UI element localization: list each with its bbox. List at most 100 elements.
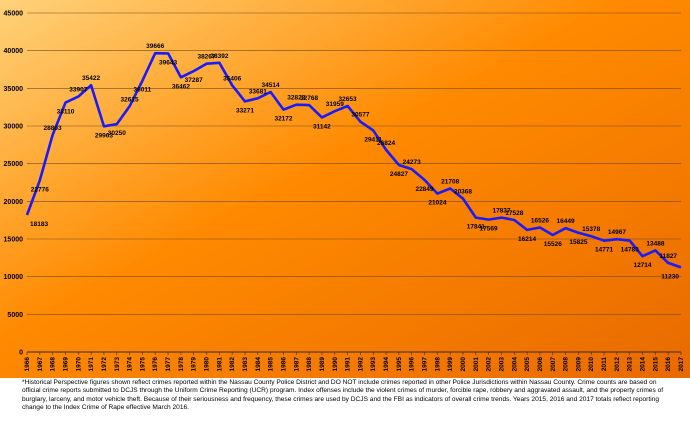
data-label: 33681 — [249, 88, 267, 95]
x-tick-label: 2005 — [524, 357, 531, 372]
data-labels: 18183 22776 28803 33110 33907 35422 2996330250… — [30, 43, 679, 280]
x-tick-label: 1976 — [152, 357, 159, 372]
data-label: 39643 — [159, 59, 177, 66]
y-tick-label: 0 — [19, 350, 23, 357]
x-tick-label: 1996 — [409, 357, 416, 372]
data-label: 35422 — [82, 75, 100, 82]
data-label: 15378 — [582, 226, 600, 233]
data-label: 24273 — [403, 159, 421, 166]
y-tick-label: 5000 — [7, 312, 23, 319]
x-tick-label: 1985 — [268, 357, 275, 372]
x-tick-label: 1968 — [50, 357, 57, 372]
x-tick-label: 1981 — [216, 357, 223, 372]
data-label: 17528 — [505, 210, 523, 217]
x-tick-label: 1978 — [178, 357, 185, 372]
data-label: 32172 — [274, 116, 292, 123]
x-tick-label: 1969 — [62, 357, 69, 372]
data-label: 32768 — [300, 95, 318, 102]
x-tick-label: 1966 — [24, 357, 31, 372]
data-label: 16449 — [557, 218, 575, 225]
x-tick-label: 1994 — [383, 357, 390, 372]
x-tick-label: 1998 — [434, 357, 441, 372]
data-label: 14783 — [621, 247, 639, 254]
x-tick-label: 2011 — [601, 357, 608, 371]
footnote: *Historical Perspective figures shown re… — [22, 379, 664, 411]
data-label: 33271 — [236, 107, 254, 114]
data-label: 11230 — [661, 273, 679, 280]
data-label: 17569 — [480, 226, 498, 233]
data-label: 33907 — [69, 87, 87, 94]
x-tick-label: 2004 — [511, 357, 518, 372]
x-tick-label: 1972 — [101, 357, 108, 372]
data-label: 24827 — [390, 171, 408, 178]
x-tick-label: 1979 — [191, 357, 198, 372]
x-tick-label: 1977 — [165, 357, 172, 372]
data-label: 22849 — [415, 186, 433, 193]
x-tick-label: 1989 — [319, 357, 326, 372]
data-label: 16526 — [531, 218, 549, 225]
x-tick-label: 1987 — [293, 357, 300, 372]
data-label: 13488 — [646, 240, 664, 247]
x-tick-label: 1991 — [345, 357, 352, 372]
y-axis-ticks: 0 5000 10000 15000 20000 25000 30000 35000 40000… — [4, 11, 24, 357]
gridlines — [27, 12, 681, 353]
x-tick-label: 1997 — [422, 357, 429, 372]
data-label: 21024 — [428, 200, 446, 207]
data-label: 29411 — [364, 136, 382, 143]
data-label: 29963 — [95, 132, 113, 139]
data-label: 35406 — [223, 75, 241, 82]
x-tick-label: 1986 — [280, 357, 287, 372]
data-label: 32823 — [287, 95, 305, 102]
data-label: 36011 — [134, 87, 152, 94]
plot-background — [0, 0, 690, 378]
data-label: 33110 — [57, 109, 75, 116]
x-tick-label: 2014 — [640, 357, 647, 372]
data-label: 28803 — [44, 125, 62, 132]
data-label: 30577 — [351, 112, 369, 119]
data-label: 32653 — [339, 96, 357, 103]
x-tick-label: 2013 — [627, 357, 634, 372]
series-line — [25, 51, 682, 269]
data-label: 20368 — [454, 189, 472, 196]
x-tick-label: 2003 — [498, 357, 505, 372]
x-tick-label: 2015 — [652, 357, 659, 372]
x-tick-label: 2008 — [563, 357, 570, 372]
x-tick-label: 1992 — [357, 357, 364, 372]
x-axis-ticks: 1966 1967 1968 1969 1970 1971 1972 1973 1974 1975… — [24, 352, 685, 371]
x-tick-label: 2007 — [550, 357, 557, 372]
y-tick-label: 45000 — [4, 11, 24, 18]
x-tick-label: 1982 — [229, 357, 236, 372]
data-label: 22776 — [31, 186, 49, 193]
data-label: 32615 — [121, 96, 139, 103]
data-label: 17841 — [467, 224, 485, 231]
data-label: 14967 — [608, 229, 626, 236]
x-tick-label: 1974 — [127, 357, 134, 372]
data-label: 30250 — [108, 130, 126, 137]
y-tick-label: 25000 — [4, 161, 24, 168]
x-tick-label: 1995 — [396, 357, 403, 372]
data-label: 15526 — [544, 241, 562, 248]
data-label: 16214 — [518, 236, 536, 243]
y-tick-label: 10000 — [4, 274, 24, 281]
y-tick-label: 30000 — [4, 124, 24, 131]
data-label: 12714 — [633, 262, 651, 269]
data-label: 15825 — [569, 239, 587, 246]
x-tick-label: 1983 — [242, 357, 249, 372]
y-tick-label: 15000 — [4, 237, 24, 244]
data-label: 36462 — [172, 83, 190, 90]
x-tick-label: 1980 — [204, 357, 211, 372]
data-label: 11827 — [659, 253, 677, 260]
data-label: 18183 — [30, 221, 48, 228]
data-label: 21708 — [441, 179, 459, 186]
data-label: 17837 — [492, 208, 510, 215]
x-tick-label: 2000 — [460, 357, 467, 372]
x-tick-label: 2009 — [575, 357, 582, 372]
data-label: 34514 — [262, 82, 280, 89]
x-tick-label: 1993 — [370, 357, 377, 372]
x-tick-label: 2012 — [614, 357, 621, 372]
data-label: 39666 — [146, 43, 164, 50]
x-tick-label: 2016 — [665, 357, 672, 372]
y-tick-label: 20000 — [4, 199, 24, 206]
x-tick-label: 1967 — [37, 357, 44, 372]
data-label: 31959 — [326, 101, 344, 108]
